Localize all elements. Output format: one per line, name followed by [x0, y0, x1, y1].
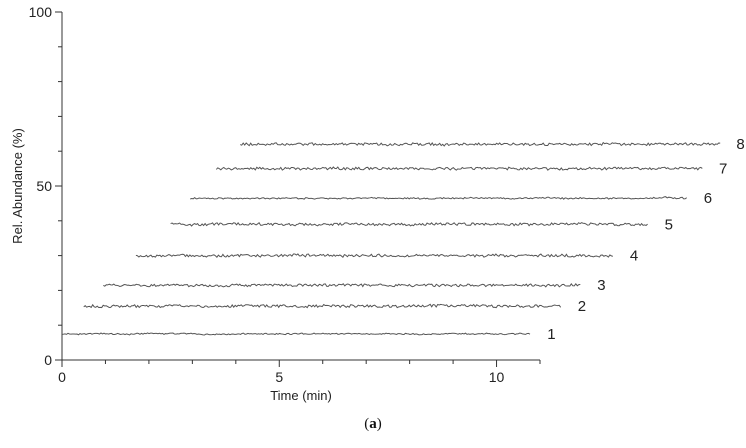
trace-line-1 [61, 332, 531, 336]
trace-line-7 [215, 166, 703, 171]
traces [61, 141, 721, 336]
figure-caption: (a) [364, 416, 382, 432]
trace-label-6: 6 [704, 190, 712, 207]
y-tick-label: 100 [29, 4, 53, 20]
trace-line-6 [190, 196, 687, 200]
trace-label-3: 3 [597, 277, 605, 294]
trace-line-8 [240, 141, 721, 147]
x-axis-label: Time (min) [270, 388, 332, 403]
trace-label-4: 4 [630, 248, 638, 265]
trace-line-5 [170, 222, 648, 227]
y-tick-label: 0 [44, 352, 52, 368]
trace-label-1: 1 [547, 326, 555, 343]
trace-label-8: 8 [736, 136, 744, 153]
trace-label-7: 7 [719, 161, 727, 178]
trace-line-3 [103, 282, 581, 288]
x-tick-label: 5 [275, 369, 283, 385]
trace-label-5: 5 [665, 216, 673, 233]
y-tick-label: 50 [36, 178, 52, 194]
y-axis-label: Rel. Abundance (%) [10, 128, 25, 244]
trace-line-2 [83, 303, 562, 309]
x-tick-label: 0 [58, 369, 66, 385]
caption-letter: a [369, 416, 377, 432]
trace-line-4 [135, 253, 614, 259]
x-tick-label: 10 [489, 369, 505, 385]
trace-label-2: 2 [578, 298, 586, 315]
